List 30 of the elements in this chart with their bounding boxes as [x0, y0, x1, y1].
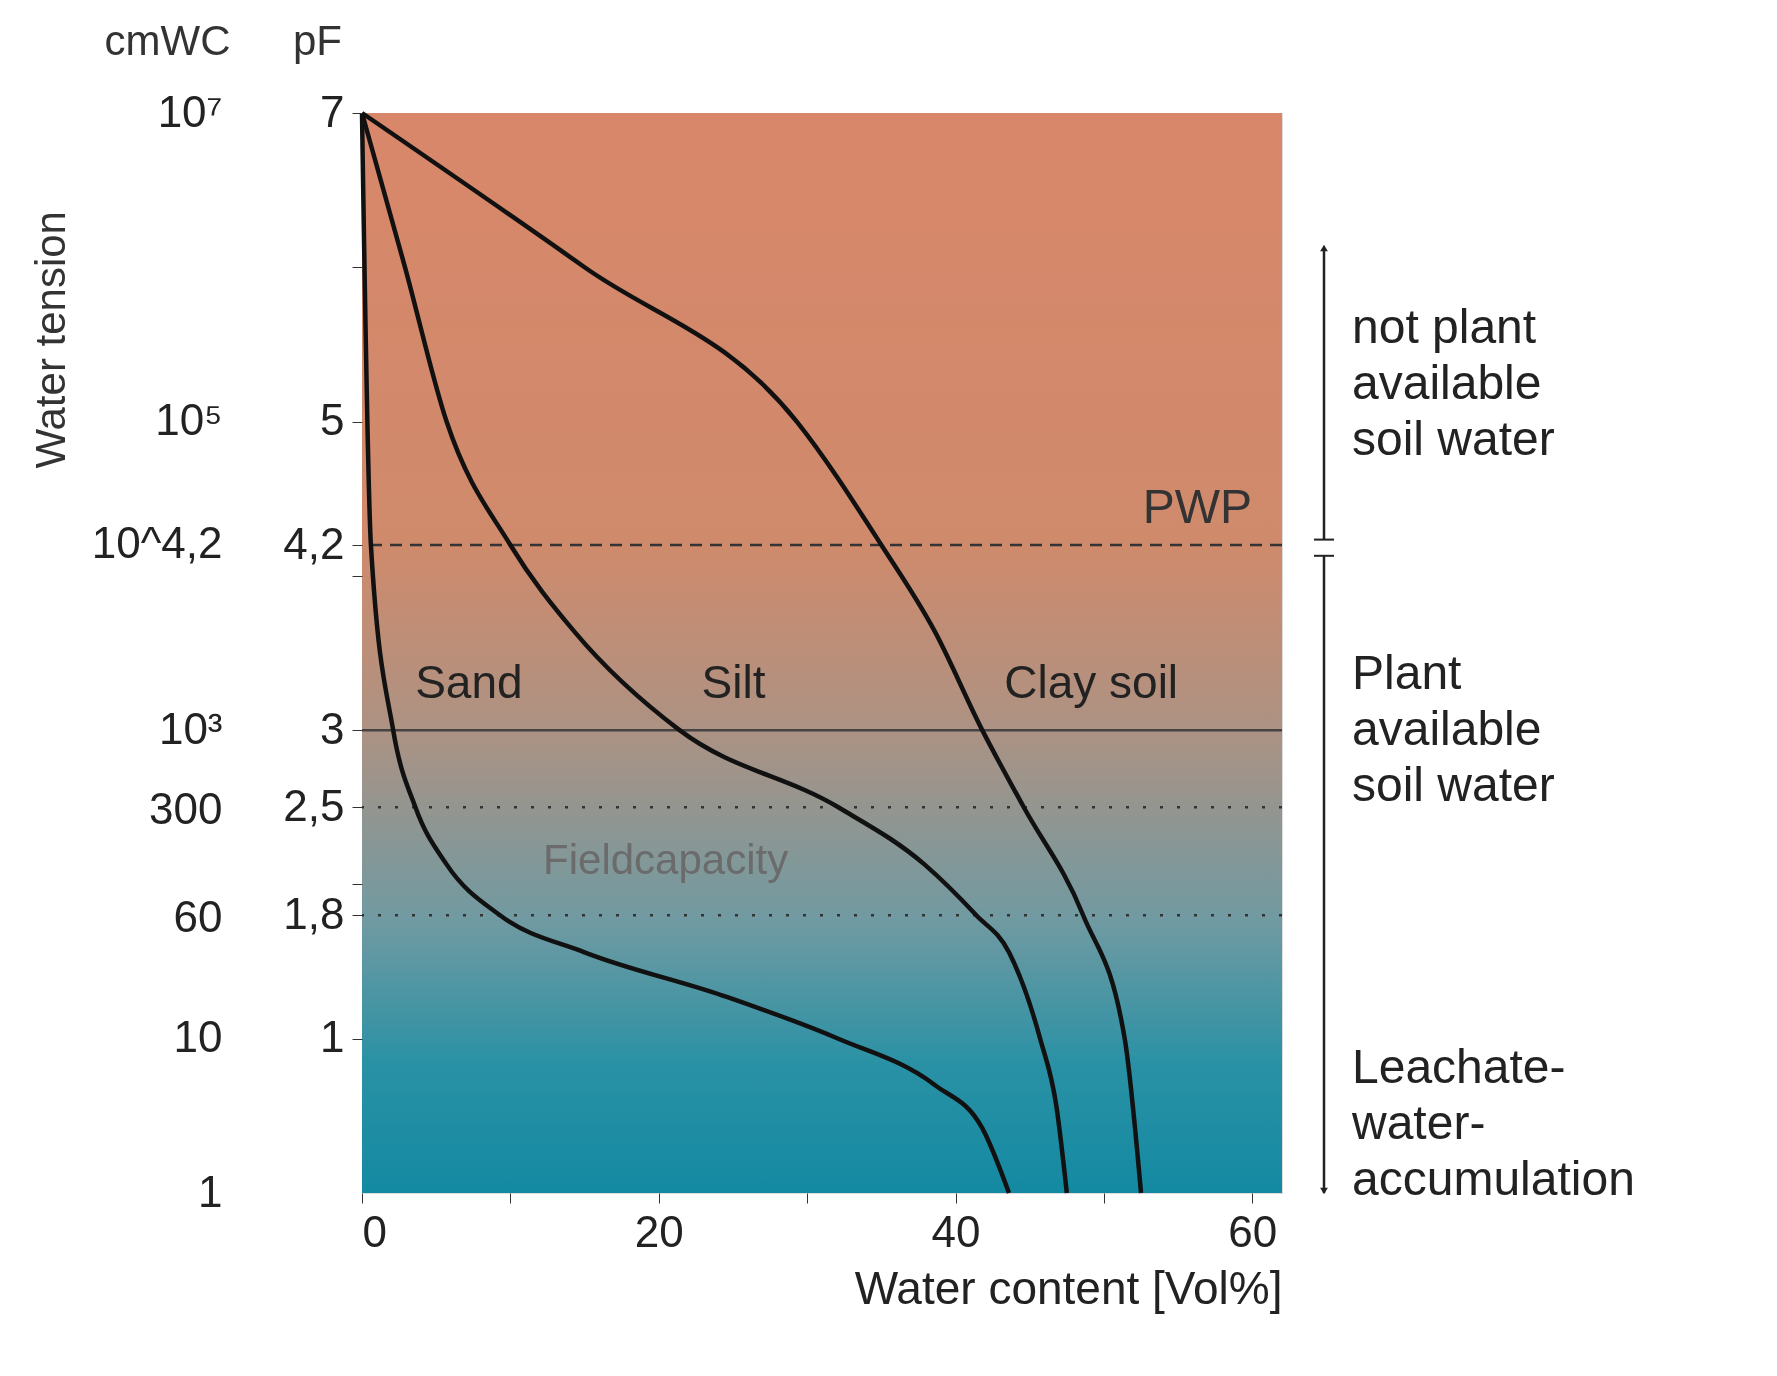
y2-tick-label: 1 — [198, 1166, 223, 1216]
series-label: Sand — [415, 656, 523, 709]
y2-tick-label: 10^4,2 — [91, 518, 223, 568]
y2-tick-label: 10⁵ — [155, 395, 223, 445]
y2-tick-label: 10⁷ — [157, 86, 223, 136]
text: not plant available soil water — [1352, 300, 1555, 465]
y2-axis-title: cmWC — [104, 16, 231, 64]
y-tick-label: 1 — [320, 1012, 345, 1062]
y-tick-label: 3 — [320, 703, 345, 753]
y-tick-label: 4,2 — [283, 518, 345, 568]
x-tick-label: 60 — [1228, 1206, 1278, 1256]
y-tick-label: 7 — [320, 86, 345, 136]
y-axis-title: pF — [292, 16, 343, 64]
y-tick-label: 2,5 — [283, 780, 345, 830]
series-label: Clay soil — [1004, 656, 1179, 709]
y-tick-label: 1,8 — [283, 888, 345, 938]
x-tick-label: 20 — [634, 1206, 684, 1256]
series-label: Silt — [701, 656, 766, 709]
x-axis-title: Water content [Vol%] — [854, 1261, 1283, 1314]
x-tick-label: 0 — [362, 1206, 387, 1256]
y2-tick-label: 10³ — [158, 703, 223, 753]
y2-tick-label: 10 — [173, 1012, 223, 1062]
x-tick-label: 40 — [931, 1206, 981, 1256]
y-tick-label: 5 — [320, 395, 345, 445]
text: Leachate- water- accumulation — [1351, 1039, 1635, 1205]
y2-tick-label: 60 — [173, 892, 223, 942]
text: Plant available soil water — [1352, 645, 1555, 811]
y2-tick-label: 300 — [149, 784, 223, 834]
text: Water tension — [27, 211, 74, 469]
ref-line-label: PWP — [1142, 480, 1252, 533]
